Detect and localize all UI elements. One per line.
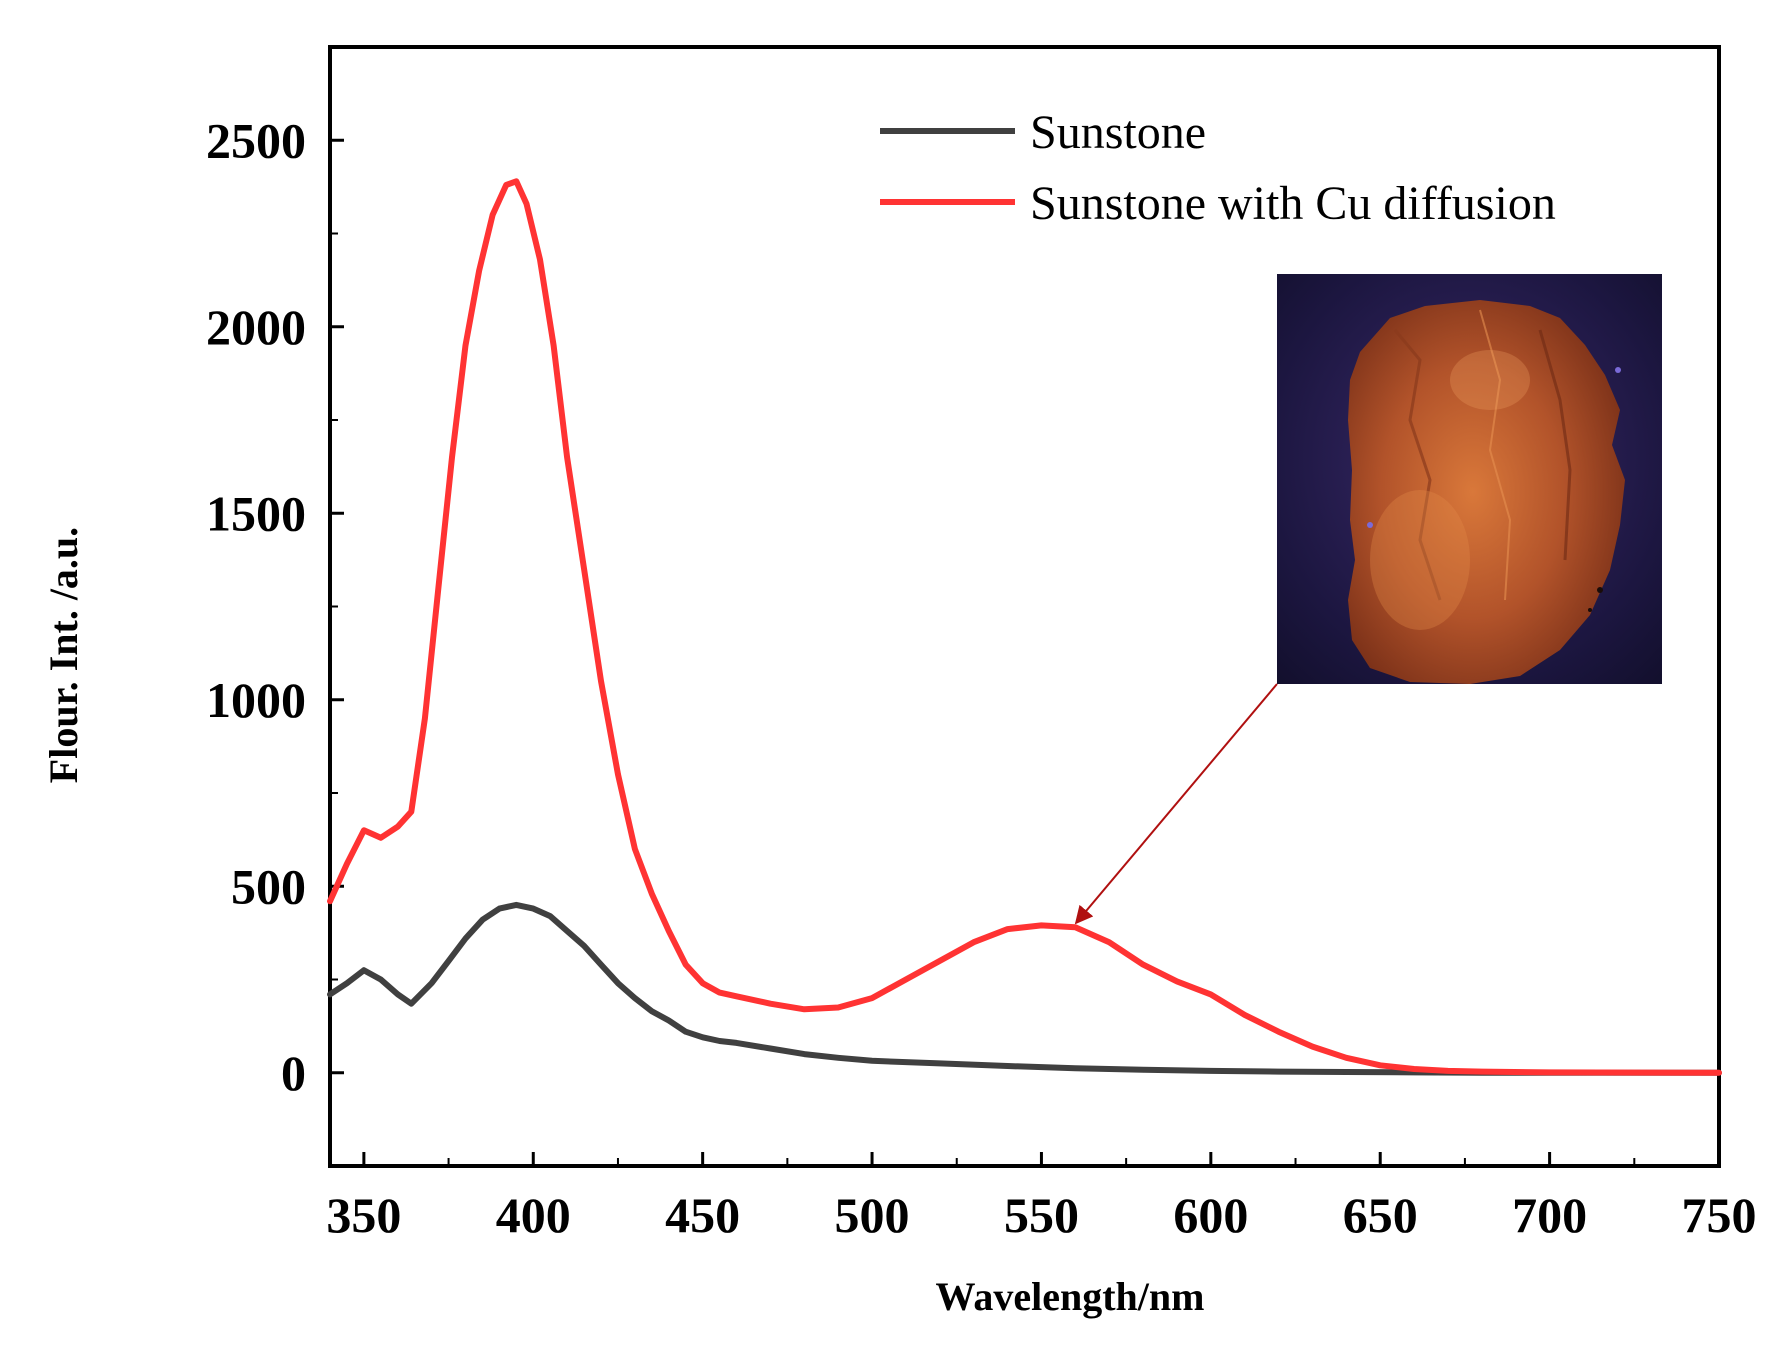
y-tick-label: 500	[231, 858, 306, 914]
annotation-arrow	[1074, 683, 1278, 925]
x-tick-label: 500	[835, 1187, 910, 1243]
x-tick-label: 750	[1682, 1187, 1757, 1243]
x-tick-label: 650	[1343, 1187, 1418, 1243]
y-tick-label: 1500	[206, 485, 306, 541]
x-axis-title: Wavelength/nm	[936, 1274, 1205, 1319]
y-tick-label: 2000	[206, 299, 306, 355]
series-line-0	[327, 901, 1722, 1076]
series-line-1	[327, 178, 1722, 1076]
y-tick-label: 2500	[206, 112, 306, 168]
x-tick-label: 450	[665, 1187, 740, 1243]
x-tick-label: 700	[1512, 1187, 1587, 1243]
y-tick-label: 0	[281, 1045, 306, 1101]
legend-label-sunstone-cu: Sunstone with Cu diffusion	[1030, 177, 1556, 230]
x-tick-label: 600	[1173, 1187, 1248, 1243]
legend: Sunstone Sunstone with Cu diffusion	[880, 106, 1556, 230]
x-tick-label: 550	[1004, 1187, 1079, 1243]
inset-photo	[1277, 274, 1662, 684]
x-tick-label: 400	[496, 1187, 571, 1243]
y-tick-label: 1000	[206, 672, 306, 728]
legend-label-sunstone: Sunstone	[1030, 106, 1206, 159]
y-axis-title: Flour. Int. /a.u.	[41, 527, 86, 783]
axis-ticks: 350 400 450 500 550 600 650 700 750 0 500 1000 1500 2…	[206, 46, 1757, 1243]
series-lines	[327, 178, 1722, 1076]
x-tick-label: 350	[326, 1187, 401, 1243]
